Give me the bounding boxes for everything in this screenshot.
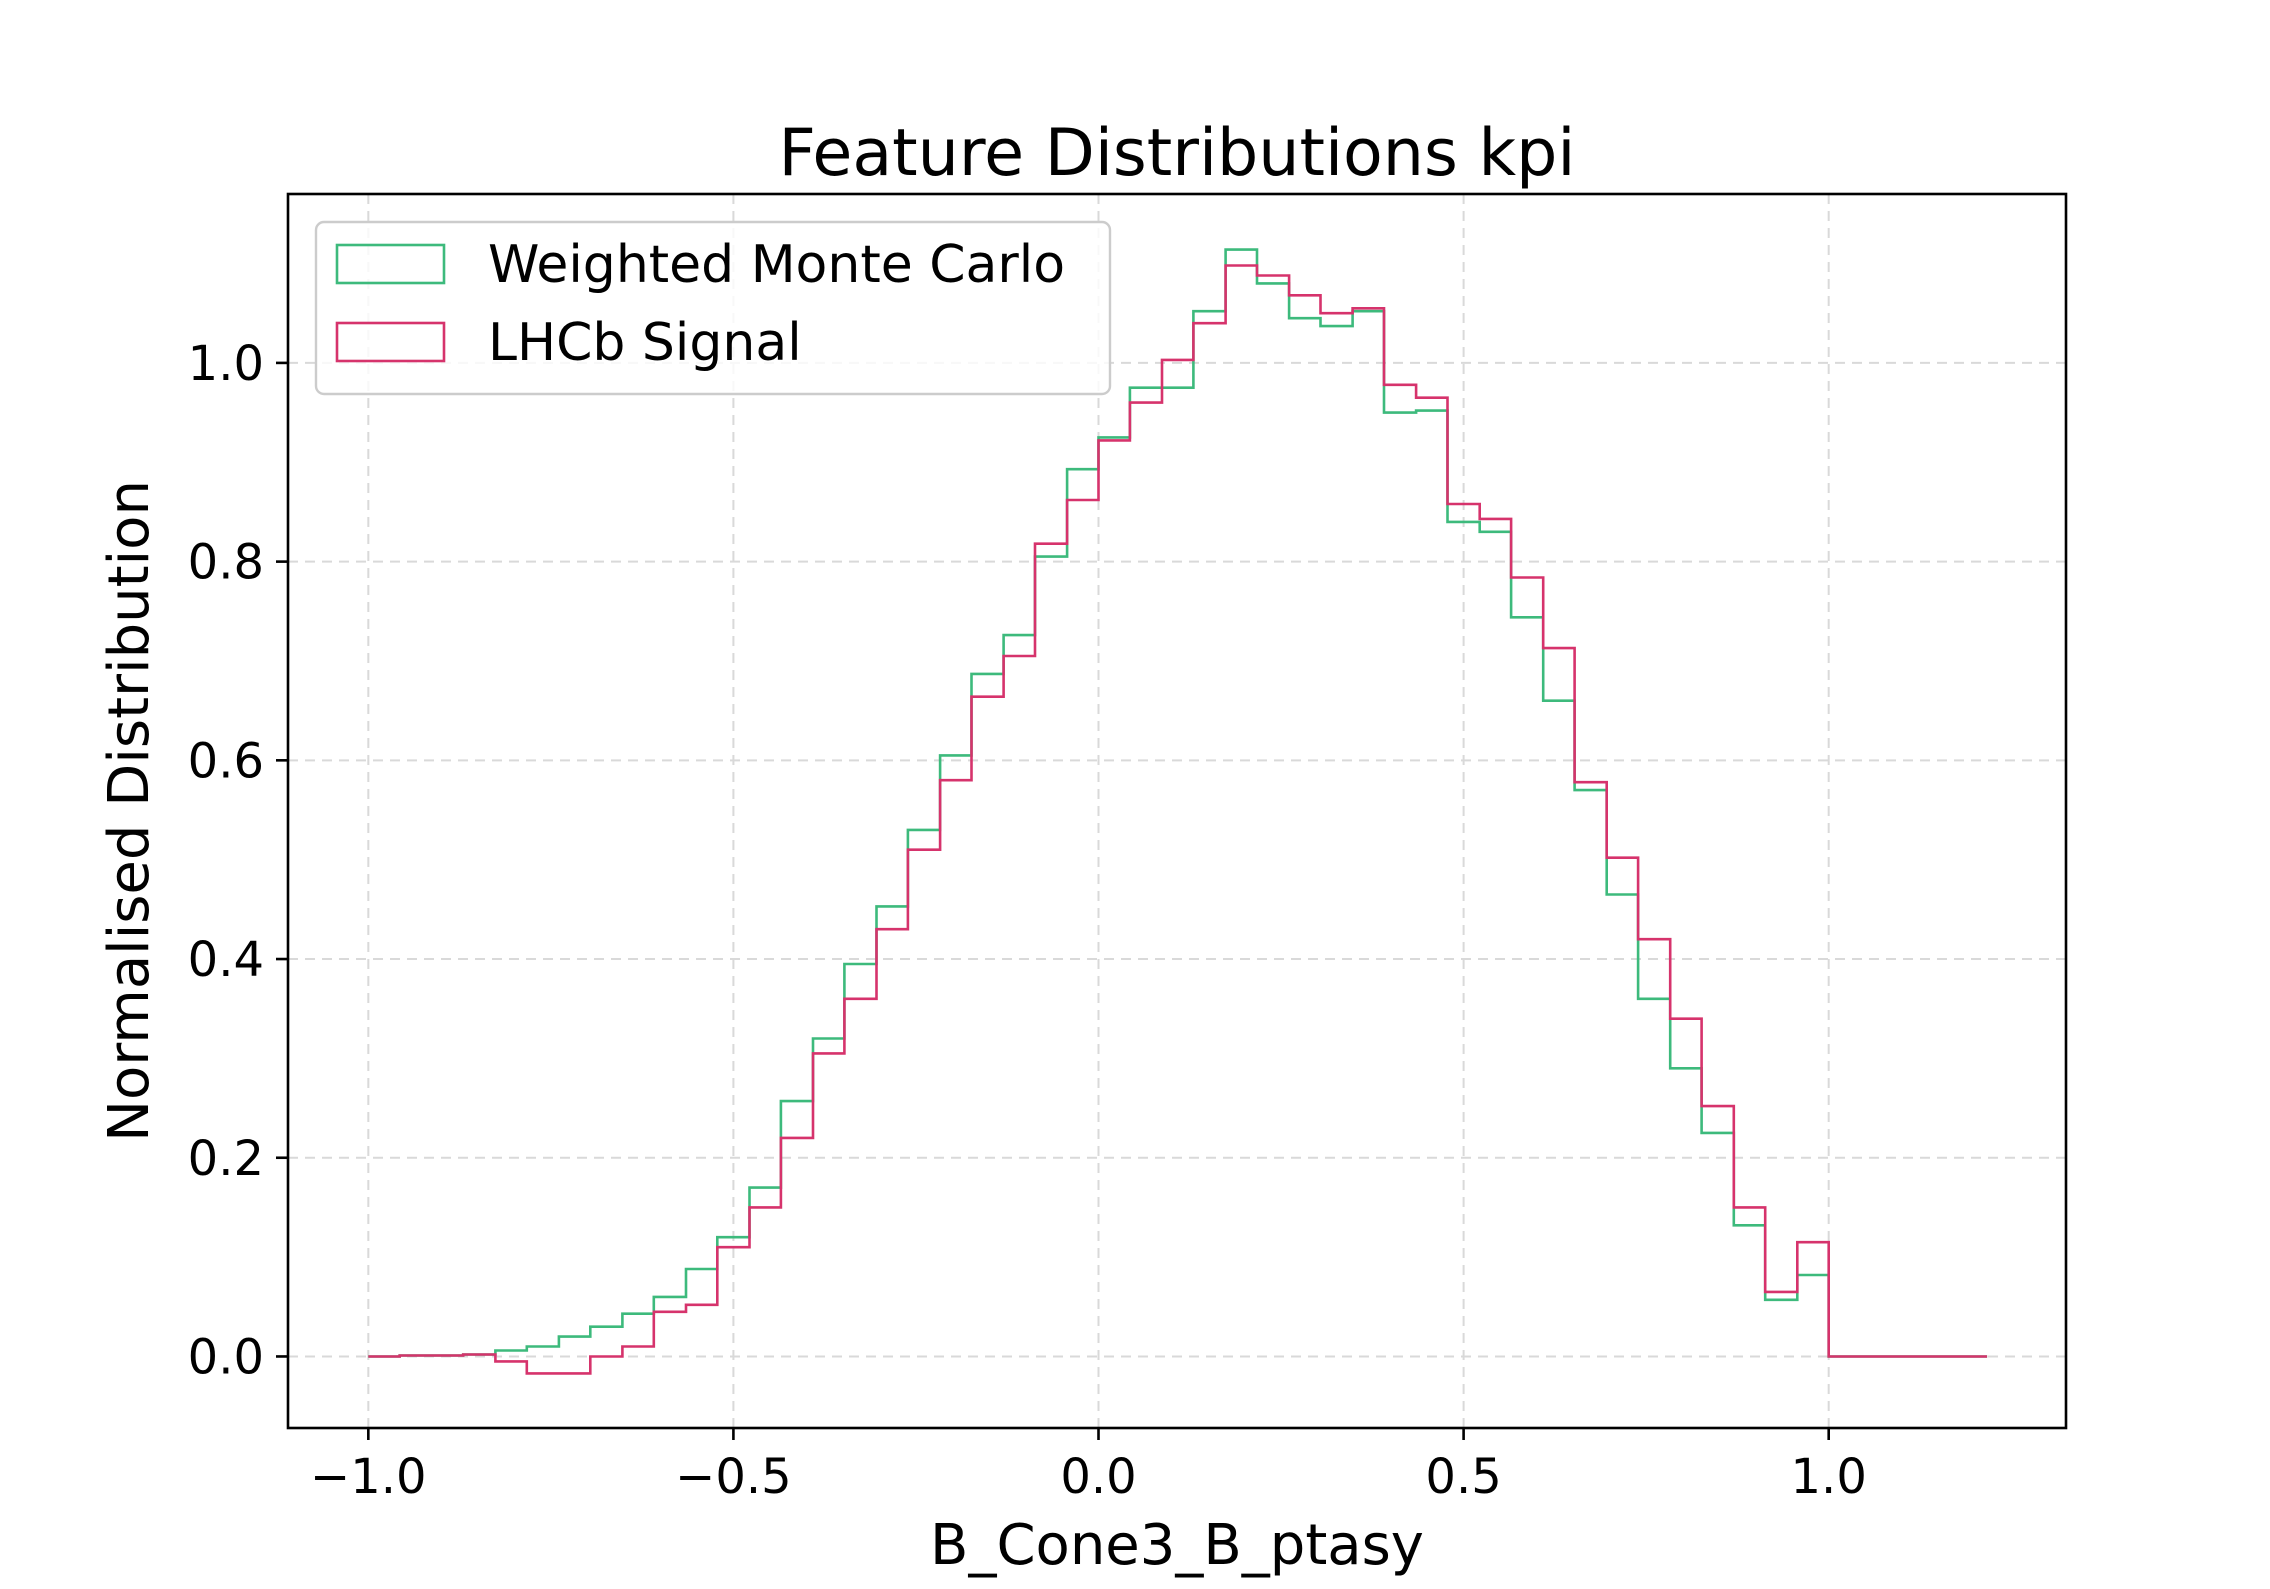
y-tick-label: 1.0 [188,336,264,392]
x-tick-label: −0.5 [675,1449,792,1505]
x-axis-label: B_Cone3_B_ptasy [930,1513,1424,1578]
legend-box [314,220,1112,396]
legend: Weighted Monte Carlo LHCb Signal [314,220,1112,396]
plot-area [368,248,1988,1375]
x-tick-label: −1.0 [310,1449,427,1505]
series-step-lhcb-signal [368,264,1988,1375]
y-axis-label: Normalised Distribution [97,480,162,1142]
y-tick-label: 0.6 [188,733,264,789]
legend-label-weighted-mc: Weighted Monte Carlo [488,235,1065,295]
legend-swatch-weighted-mc [335,243,446,285]
axis-ticks: −1.0 −0.5 0.0 0.5 1.0 0.0 0.2 0.4 0.6 0.8 1.0 [188,336,1867,1505]
y-tick-label: 0.2 [188,1131,264,1187]
legend-label-lhcb-signal: LHCb Signal [488,313,802,373]
chart-title: Feature Distributions kpi [779,116,1576,191]
x-tick-label: 0.5 [1425,1449,1501,1505]
y-tick-label: 0.4 [188,932,264,988]
x-tick-label: 1.0 [1791,1449,1867,1505]
y-tick-label: 0.0 [188,1329,264,1385]
legend-swatch-lhcb-signal [335,321,446,363]
series-step-weighted-monte-carlo [368,248,1988,1358]
y-tick-label: 0.8 [188,535,264,591]
x-tick-label: 0.0 [1060,1449,1136,1505]
axes-frame [286,192,2068,1430]
